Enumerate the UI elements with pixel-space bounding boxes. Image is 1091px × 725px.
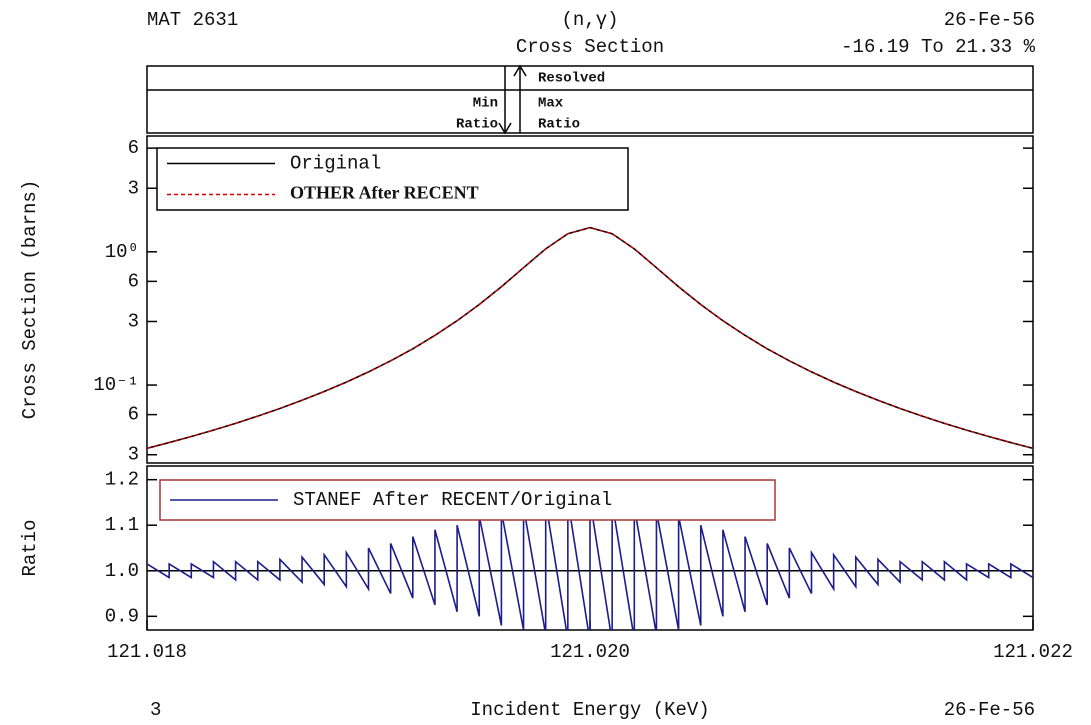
max-ratio-label: Max [538,96,564,112]
x-axis-label: Incident Energy (KeV) [470,699,709,721]
y-axis-label: Cross Section (barns) [19,180,41,419]
range: -16.19 To 21.33 % [841,36,1035,58]
resolved-label: Resolved [538,71,605,87]
y-tick-label: 6 [128,137,139,159]
plot-area [147,226,1033,450]
page-number: 3 [150,699,161,721]
y-tick-label: 3 [128,444,139,466]
x-tick-label: 121.022 [993,641,1073,663]
y-axis-label: Ratio [19,519,41,576]
legend-label: STANEF After RECENT/Original [293,489,612,511]
quantity: Cross Section [516,36,664,58]
y-tick-label: 0.9 [105,605,139,627]
y-tick-label: 6 [128,404,139,426]
legend-label: Original [290,153,381,175]
y-tick-label: 10⁻¹ [93,374,139,396]
plot-area [147,500,1033,630]
plot-frame [146,135,1034,464]
series-line [147,226,1033,450]
legend-label: OTHER After RECENT [290,183,479,203]
mat: MAT 2631 [147,9,238,31]
min-arrowhead [498,122,512,135]
legend-box [156,147,629,211]
max-ratio-label: Ratio [538,117,580,133]
y-tick-label: 10⁰ [105,241,139,263]
footer-material: 26-Fe-56 [944,699,1035,721]
y-tick-label: 1.2 [105,469,139,491]
y-tick-label: 3 [128,177,139,199]
x-tick-label: 121.020 [550,641,630,663]
reaction: (n,γ) [561,9,618,31]
y-tick-label: 3 [128,310,139,332]
min-ratio-label: Ratio [456,117,498,133]
resolved-box [146,65,1034,134]
material: 26-Fe-56 [944,9,1035,31]
y-tick-label: 1.1 [105,514,139,536]
y-tick-label: 1.0 [105,560,139,582]
series-line [147,226,1033,449]
max-arrowhead [513,64,527,77]
x-tick-label: 121.018 [107,641,187,663]
min-ratio-label: Min [473,96,498,112]
series-line [147,500,1033,630]
y-tick-label: 6 [128,270,139,292]
